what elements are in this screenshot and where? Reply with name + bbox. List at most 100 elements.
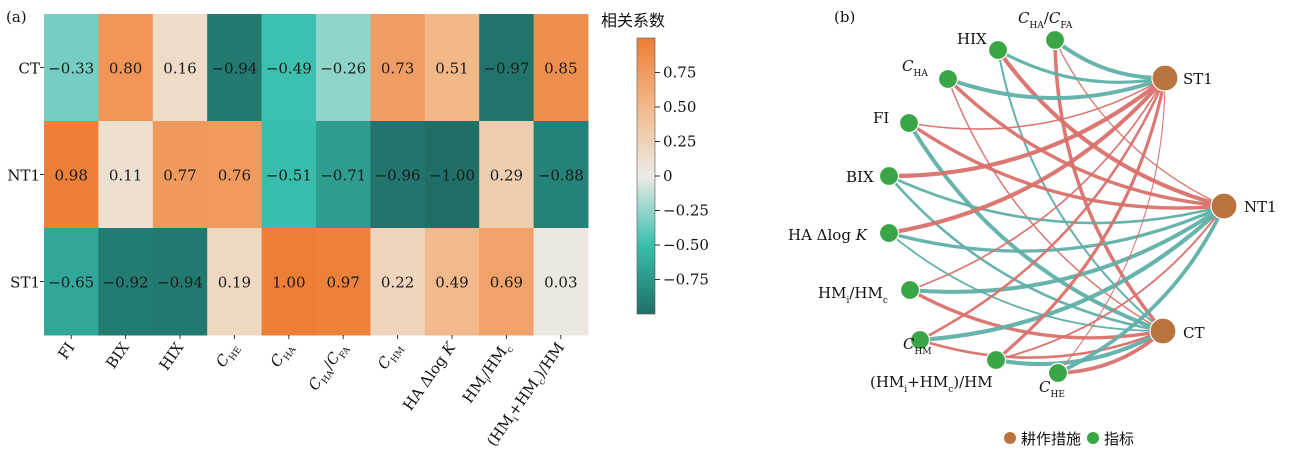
legend-label-treatment: 耕作措施 [1021,430,1081,448]
indicator-label-ha-dlogk: HA Δlog K [788,226,868,244]
heatmap-cell-0-3 [207,14,263,122]
network-edge-nt1-7 [917,203,1227,343]
panel-a-label: (a) [6,8,27,26]
network-edge-st1-2 [945,75,1168,101]
indicator-label-bix: BIX [846,168,874,186]
network-edge-nt1-4 [887,174,1226,225]
indicator-node-1 [1044,29,1066,51]
heatmap-value-0-3: −0.94 [211,60,257,78]
heatmap-value-1-7: −1.00 [429,167,475,185]
heatmap-value-0-6: 0.73 [381,60,414,78]
indicator-node-2 [937,68,959,90]
indicator-node-5 [878,222,900,244]
heatmap-cell-0-7 [424,14,480,122]
heatmap-cell-0-1 [98,14,154,122]
heatmap-cell-1-0 [44,121,99,229]
column-label-5: CHA/CFA [305,339,354,396]
network-legend: 耕作措施 指标 [1004,430,1134,448]
network-edge-ct-6 [908,288,1165,340]
heatmap-cell-2-8 [479,228,535,336]
heatmap-value-0-4: −0.49 [266,60,312,78]
heatmap-cell-0-9 [533,14,589,122]
heatmap-value-2-1: −0.92 [103,274,149,292]
column-label-1: BIX [102,339,133,372]
network-edge-st1-0 [996,48,1167,84]
indicator-labels: HIX CHA/CFA CHA FI BIX HA Δlog K HMi/HMc… [788,9,1073,400]
heatmap-cell-2-2 [152,228,208,336]
heatmap-value-0-2: 0.16 [163,60,196,78]
network-edge-nt1-1 [1054,39,1225,207]
heatmap-cell-2-0 [44,228,99,336]
heatmap-cell-2-6 [370,228,426,336]
network-edge-ct-7 [918,329,1165,359]
indicator-node-7 [909,329,931,351]
network-edge-nt1-5 [887,204,1226,253]
heatmap-cell-0-2 [152,14,208,122]
treatment-label-st1: ST1 [1183,70,1213,88]
heatmap-cell-2-3 [207,228,263,336]
network-edge-st1-4 [886,75,1168,179]
column-label-6: CHM [374,339,408,374]
colorbar-tick-label-0: 0.75 [663,64,696,82]
colorbar-tick-label-1: 0.50 [663,98,696,116]
indicator-label-hmi-hmc: HMi/HMc [818,284,888,306]
network-edge-nt1-8 [995,205,1225,361]
colorbar-tick-label-4: −0.25 [663,202,709,220]
network-edge-nt1-3 [907,121,1226,210]
heatmap-value-2-4: 1.00 [272,274,305,292]
network-edge-nt1-0 [995,47,1227,209]
indicator-label-cha-cfa: CHA/CFA [1018,9,1073,31]
heatmap-cell-1-6 [370,121,426,229]
colorbar-ticks: 0.75 0.50 0.25 0 −0.25 −0.50 −0.75 [655,64,709,289]
heatmap-cell-1-2 [152,121,208,229]
column-label-0: FI [54,339,78,363]
legend-swatch-treatment [1004,432,1016,444]
indicator-node-6 [899,279,921,301]
heatmap-cell-2-4 [261,228,317,336]
heatmap-value-1-4: −0.51 [266,167,312,185]
network-edge-st1-7 [918,76,1167,342]
panel-b-label: (b) [834,8,855,26]
heatmap-cell-0-5 [316,14,371,122]
heatmap-cell-2-5 [316,228,371,336]
indicator-node-0 [987,39,1009,61]
heatmap-cell-0-4 [261,14,317,122]
column-label-3: CHE [212,339,244,372]
heatmap-value-0-7: 0.51 [435,60,468,78]
heatmap-value-0-1: 0.80 [109,60,142,78]
indicator-node-9 [1047,362,1069,384]
legend-label-indicator: 指标 [1104,430,1134,448]
heatmap-cell-1-3 [207,121,263,229]
indicator-label-cha: CHA [902,57,928,79]
network-edge-nt1-9 [1056,204,1226,375]
heatmap-value-0-8: −0.97 [483,60,529,78]
network-nodes [878,29,1238,384]
heatmap-value-2-0: −0.65 [48,274,94,292]
heatmap-value-2-9: 0.03 [544,274,577,292]
heatmap-cell-0-8 [479,14,535,122]
heatmap-cell-1-8 [479,121,535,229]
treatment-node-ct [1149,317,1177,345]
heatmap-value-1-2: 0.77 [163,167,196,185]
network-edge-ct-2 [947,78,1164,332]
heatmap-cell-2-9 [533,228,589,336]
indicator-label-fi: FI [873,109,889,127]
heatmap-value-2-2: −0.94 [157,274,203,292]
colorbar-tick-label-2: 0.25 [663,133,696,151]
column-label-4: CHA [267,339,299,373]
heatmap-value-0-5: −0.26 [320,60,366,78]
network-edge-st1-8 [994,76,1167,362]
row-label-nt1: NT1 [7,167,40,185]
indicator-node-8 [985,349,1007,371]
column-label-2: HIX [156,339,188,374]
treatment-node-nt1 [1210,192,1238,220]
colorbar-tick-label-3: 0 [663,167,673,185]
colorbar [636,37,656,315]
indicator-label-hmi-hmc-hm: (HMi+HMc)/HM [870,373,993,395]
heatmap-row-labels: CT NT1 ST1 [7,60,44,292]
heatmap-value-1-9: −0.88 [538,167,584,185]
network-edge-ct-5 [888,232,1164,332]
heatmap-value-0-0: −0.33 [48,60,94,78]
